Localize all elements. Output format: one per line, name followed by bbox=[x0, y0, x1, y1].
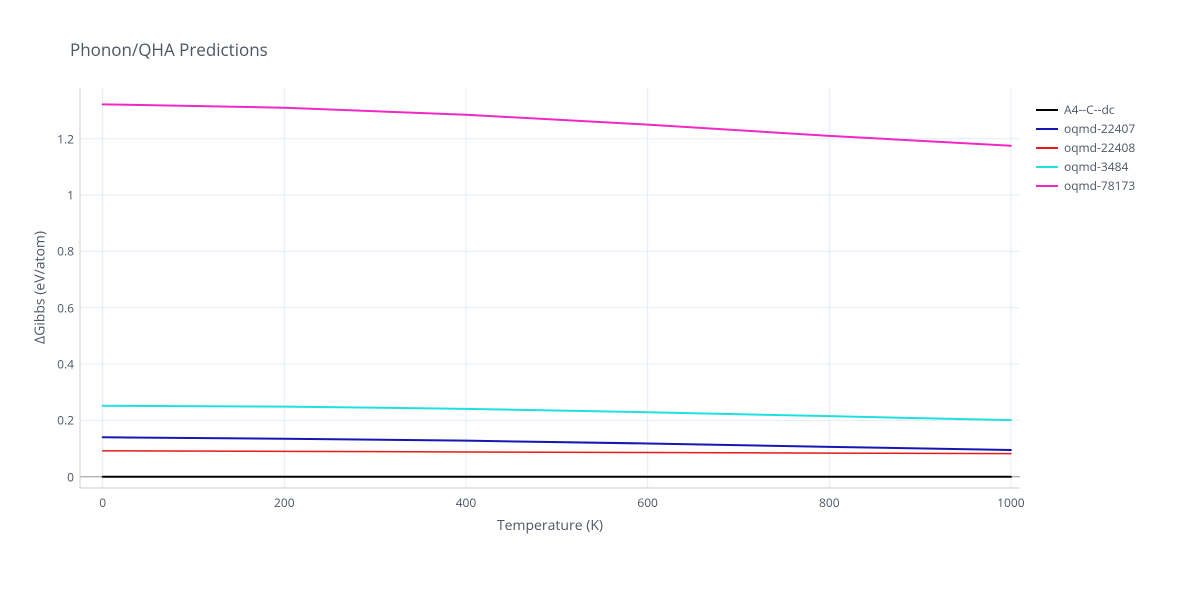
x-tick-label: 1000 bbox=[997, 494, 1024, 511]
series-line[interactable] bbox=[103, 104, 1011, 145]
series-svg bbox=[80, 88, 1020, 488]
legend-label: oqmd-22408 bbox=[1064, 139, 1135, 156]
legend-item[interactable]: oqmd-22408 bbox=[1036, 138, 1135, 157]
legend-swatch bbox=[1036, 109, 1058, 111]
x-tick-label: 600 bbox=[637, 494, 658, 511]
series-line[interactable] bbox=[103, 437, 1011, 450]
legend-label: oqmd-3484 bbox=[1064, 158, 1128, 175]
y-tick-label: 0.2 bbox=[50, 412, 74, 429]
y-tick-label: 0.4 bbox=[50, 356, 74, 373]
x-tick-label: 0 bbox=[99, 494, 106, 511]
x-tick-label: 200 bbox=[274, 494, 295, 511]
legend-label: oqmd-22407 bbox=[1064, 120, 1135, 137]
legend-item[interactable]: oqmd-22407 bbox=[1036, 119, 1135, 138]
chart-title: Phonon/QHA Predictions bbox=[70, 38, 268, 61]
y-axis-label: ΔGibbs (eV/atom) bbox=[31, 218, 50, 358]
legend-item[interactable]: A4--C--dc bbox=[1036, 100, 1135, 119]
y-tick-label: 0.6 bbox=[50, 299, 74, 316]
legend-label: A4--C--dc bbox=[1064, 101, 1115, 118]
legend-label: oqmd-78173 bbox=[1064, 177, 1135, 194]
y-tick-label: 0 bbox=[50, 468, 74, 485]
legend: A4--C--dc oqmd-22407 oqmd-22408 oqmd-3484 oq… bbox=[1036, 100, 1135, 195]
x-axis-label: Temperature (K) bbox=[490, 516, 610, 535]
chart-container: Phonon/QHA Predictions 0 200 400 600 800 1000… bbox=[0, 0, 1200, 600]
legend-item[interactable]: oqmd-3484 bbox=[1036, 157, 1135, 176]
y-tick-label: 1.2 bbox=[50, 130, 74, 147]
x-tick-label: 800 bbox=[819, 494, 840, 511]
y-tick-label: 1 bbox=[50, 187, 74, 204]
legend-swatch bbox=[1036, 128, 1058, 130]
series-line[interactable] bbox=[103, 451, 1011, 454]
plot-area[interactable] bbox=[80, 88, 1020, 488]
y-tick-label: 0.8 bbox=[50, 243, 74, 260]
legend-item[interactable]: oqmd-78173 bbox=[1036, 176, 1135, 195]
legend-swatch bbox=[1036, 185, 1058, 187]
legend-swatch bbox=[1036, 166, 1058, 168]
legend-swatch bbox=[1036, 147, 1058, 149]
series-line[interactable] bbox=[103, 406, 1011, 420]
x-tick-label: 400 bbox=[456, 494, 477, 511]
